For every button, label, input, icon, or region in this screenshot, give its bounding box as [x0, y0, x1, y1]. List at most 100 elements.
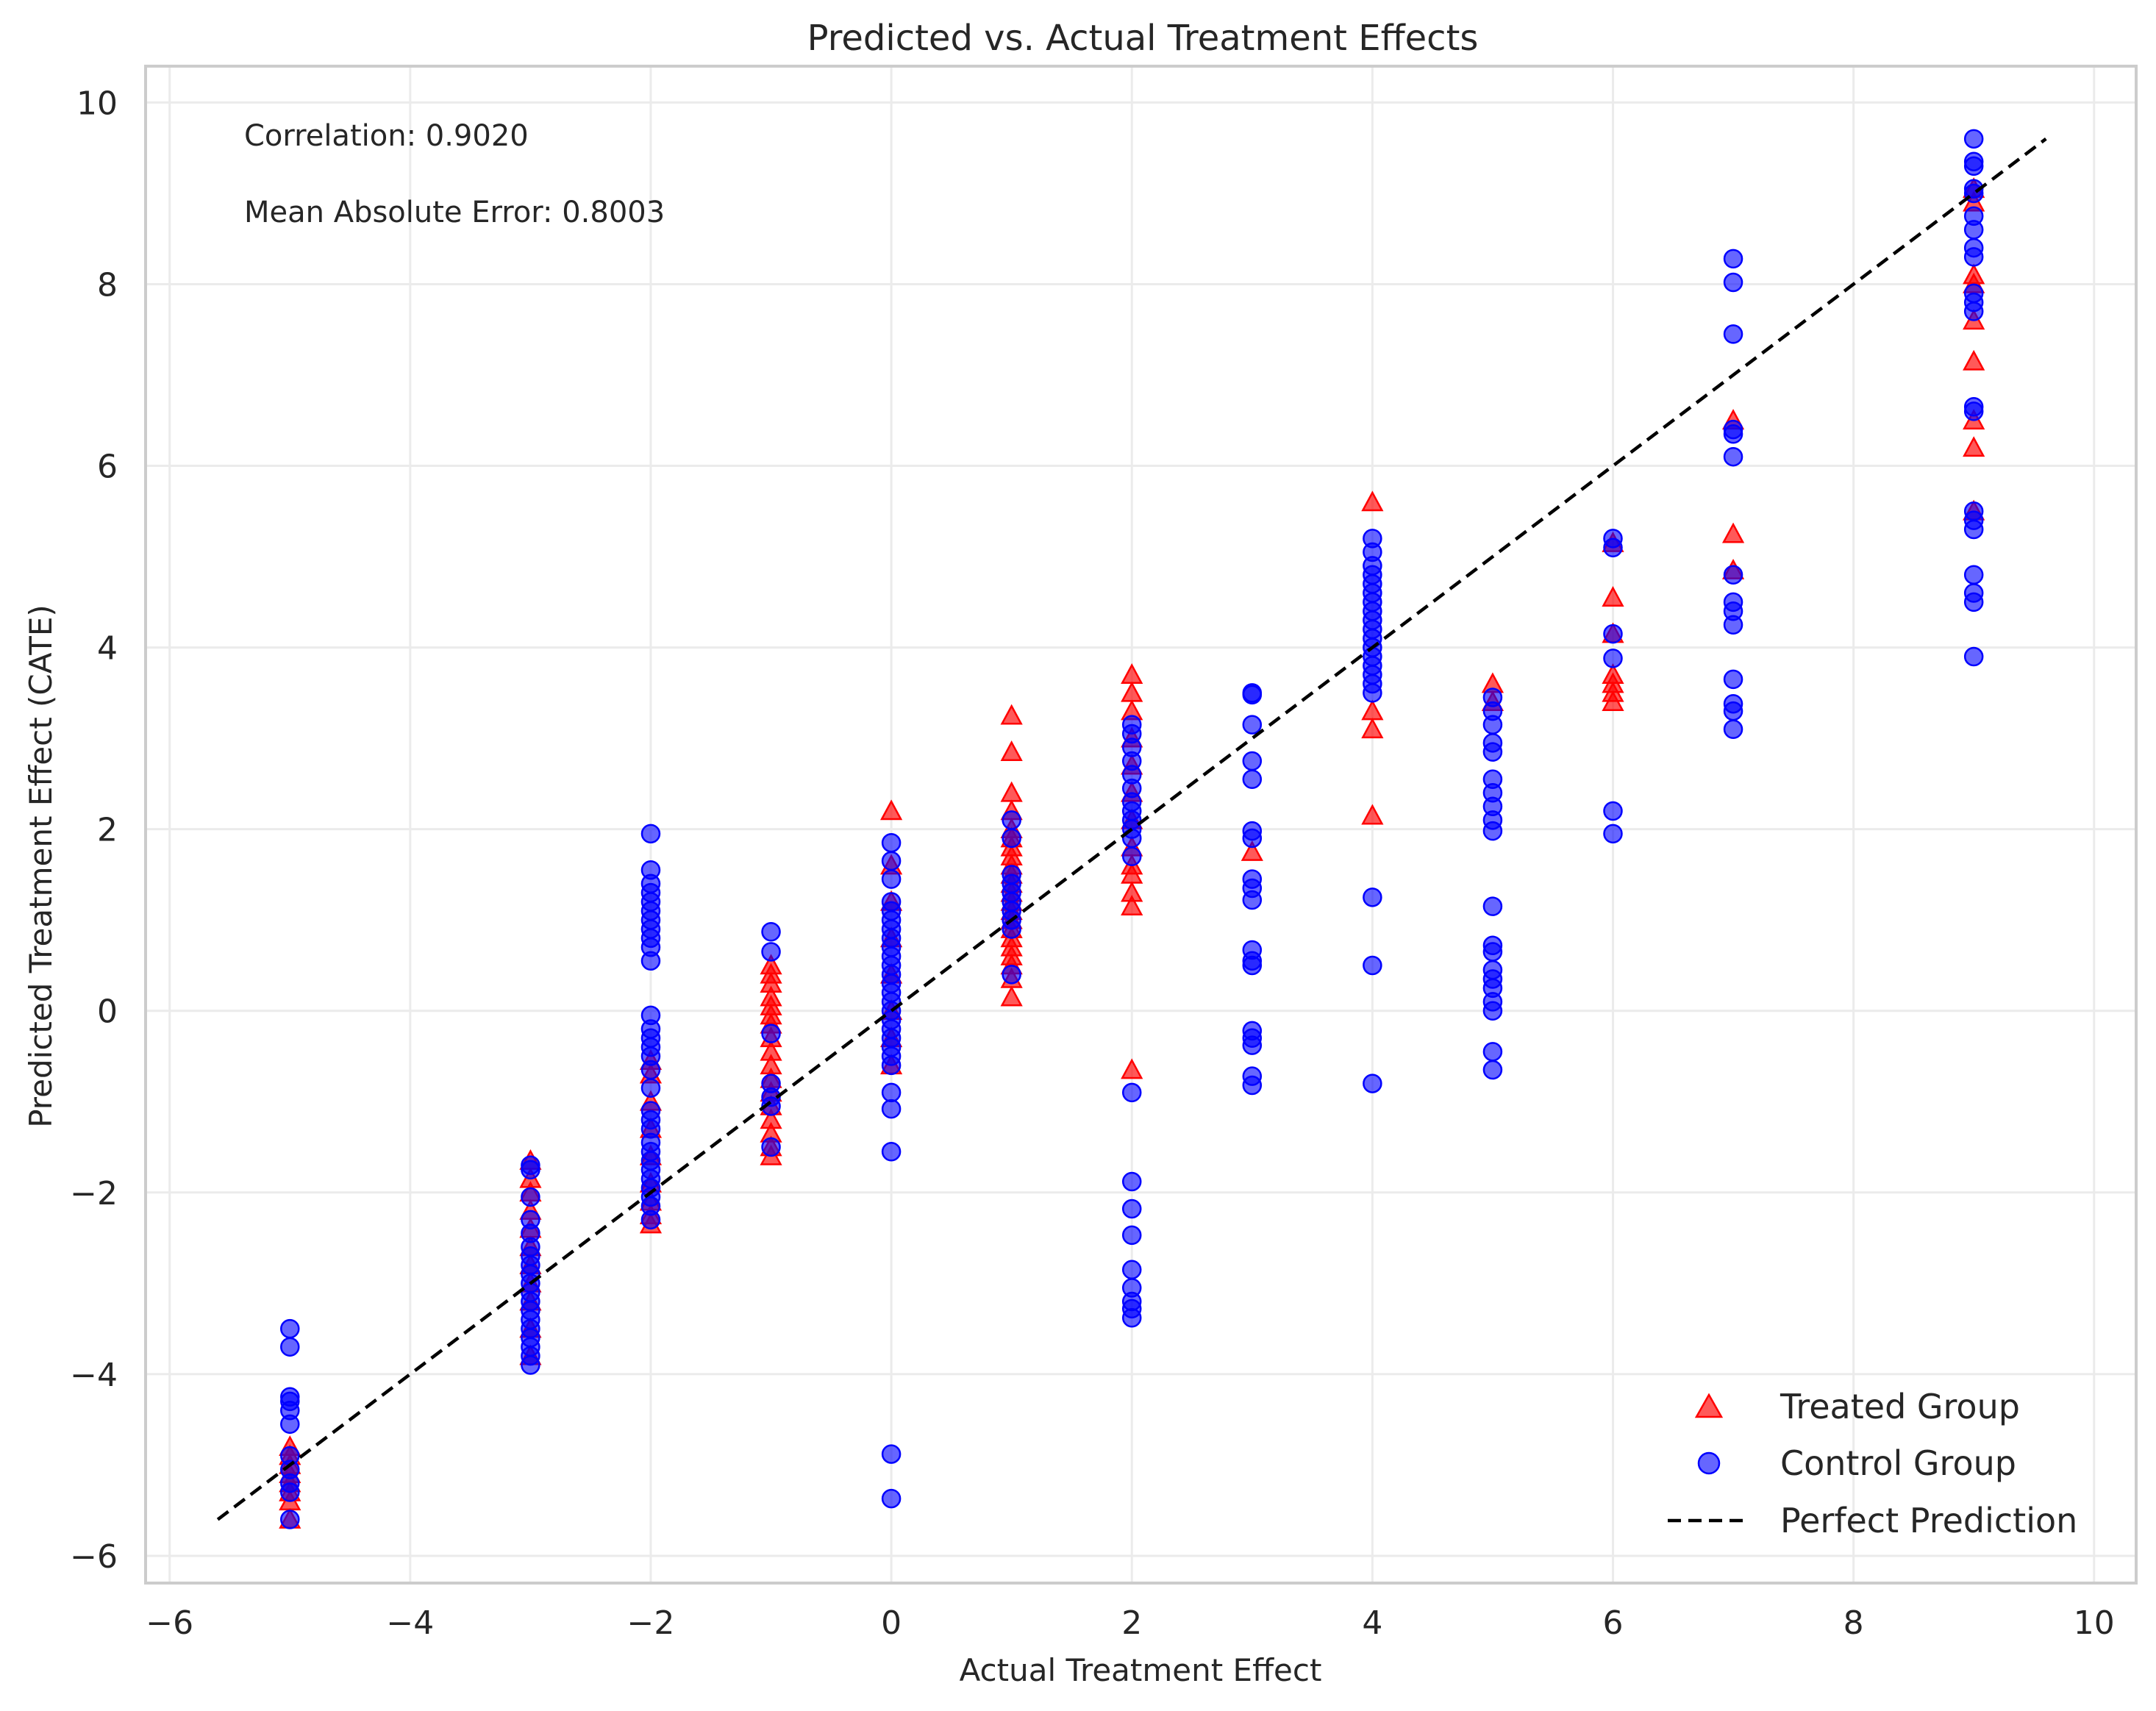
control-point [1482, 896, 1503, 916]
control-point [1363, 1074, 1382, 1093]
control-point [1723, 446, 1743, 467]
control-point [1723, 324, 1743, 344]
control-point [1002, 828, 1021, 849]
control-point [1121, 846, 1142, 866]
control-point [521, 1187, 540, 1207]
control-point [1002, 965, 1021, 985]
legend-line-label: Perfect Prediction [1780, 1501, 2077, 1540]
control-point [280, 1337, 300, 1357]
control-point [1723, 424, 1743, 444]
control-point [280, 1482, 300, 1502]
control-point [1723, 701, 1743, 721]
control-point [1242, 685, 1263, 705]
treated-point [1963, 436, 1985, 457]
control-point [640, 951, 661, 971]
control-point [521, 1160, 540, 1180]
x-tick-label: −4 [386, 1604, 434, 1642]
x-axis-ticks: −6 −4 −2 0 2 4 6 8 10 [146, 1604, 2114, 1642]
control-point [1963, 592, 1984, 612]
control-point [280, 1318, 300, 1339]
y-tick-label: 6 [97, 449, 118, 486]
control-point [1963, 519, 1984, 540]
control-point [1603, 537, 1623, 557]
control-point [1363, 683, 1382, 703]
y-tick-label: 2 [97, 812, 118, 849]
x-axis-title: Actual Treatment Effect [960, 1652, 1322, 1688]
control-point [1121, 1082, 1142, 1103]
control-point [1603, 649, 1623, 668]
control-point [1482, 715, 1503, 735]
control-point [881, 869, 902, 889]
control-point [1242, 751, 1263, 771]
control-point [1723, 669, 1743, 690]
control-point [1482, 1042, 1503, 1062]
control-point [1482, 742, 1503, 762]
control-point [1963, 565, 1984, 585]
control-point [881, 1444, 902, 1464]
treated-point [1121, 895, 1143, 915]
treated-point [1963, 349, 1985, 371]
scatter-points [279, 129, 1985, 1529]
control-point [881, 1099, 902, 1119]
control-point [881, 1141, 902, 1162]
control-point [1242, 1075, 1263, 1096]
control-point [1963, 301, 1984, 321]
y-tick-label: −6 [70, 1538, 118, 1576]
y-tick-label: 8 [97, 266, 118, 304]
control-point [521, 1355, 540, 1375]
plot-frame [144, 65, 2138, 1585]
control-point [640, 824, 661, 844]
chart-title: Predicted vs. Actual Treatment Effects [807, 18, 1479, 59]
treated-point [880, 799, 903, 821]
control-point [1121, 1260, 1142, 1280]
control-point [640, 1060, 661, 1080]
y-tick-label: 4 [97, 630, 118, 668]
control-point [761, 942, 781, 962]
treated-point [1602, 690, 1624, 712]
x-tick-label: 6 [1602, 1604, 1623, 1642]
legend-control-marker [1697, 1451, 1721, 1475]
control-point [1242, 715, 1263, 735]
control-point [1002, 810, 1021, 830]
control-point [1723, 272, 1743, 293]
control-point [881, 1055, 902, 1076]
control-point [761, 922, 781, 942]
control-point [1723, 719, 1743, 740]
x-tick-label: 2 [1121, 1604, 1142, 1642]
y-tick-label: 0 [97, 993, 118, 1031]
control-point [1242, 1035, 1263, 1055]
control-point [1603, 624, 1623, 644]
treated-point [1000, 985, 1023, 1007]
treated-point [1241, 840, 1263, 861]
control-point [1603, 824, 1623, 844]
treated-point [1000, 704, 1023, 725]
control-point [1963, 220, 1984, 240]
control-point [1482, 821, 1503, 841]
x-tick-label: −6 [146, 1604, 193, 1642]
y-axis-title: Predicted Treatment Effect (CATE) [23, 604, 59, 1128]
control-point [1002, 919, 1021, 939]
y-tick-label: −4 [70, 1357, 118, 1394]
control-point [1963, 129, 1984, 149]
y-axis-ticks: −6 −4 −2 0 2 4 6 8 10 [70, 85, 118, 1576]
control-point [881, 851, 902, 871]
control-point [1963, 401, 1984, 421]
control-point [1363, 955, 1382, 976]
control-point [1482, 942, 1503, 962]
control-point [1963, 646, 1984, 667]
y-tick-label: 10 [76, 85, 118, 122]
control-point [761, 1024, 781, 1043]
treated-point [1000, 740, 1023, 761]
control-point [640, 1078, 661, 1098]
mae-annotation: Mean Absolute Error: 0.8003 [244, 196, 665, 229]
x-tick-label: −2 [627, 1604, 675, 1642]
control-point [1963, 247, 1984, 267]
control-point [1723, 249, 1743, 269]
treated-point [1361, 804, 1384, 825]
legend-treated-label: Treated Group [1780, 1387, 2020, 1426]
control-point [1603, 801, 1623, 821]
perfect-prediction-line [216, 137, 2047, 1521]
x-tick-label: 10 [2074, 1604, 2115, 1642]
